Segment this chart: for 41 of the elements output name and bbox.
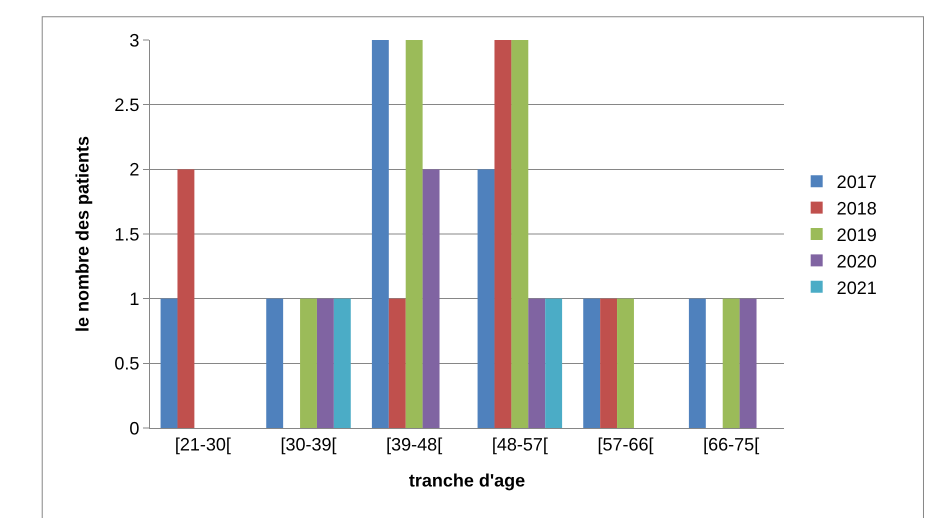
bar xyxy=(688,298,706,428)
bar xyxy=(740,298,757,428)
bar xyxy=(372,40,389,428)
x-tick-label: [48-57[ xyxy=(492,434,548,455)
x-tick-label: [39-48[ xyxy=(386,434,442,455)
x-tick-label: [66-75[ xyxy=(703,434,760,455)
y-tick-label: 0 xyxy=(129,418,140,438)
legend-label: 2018 xyxy=(836,198,877,219)
bar xyxy=(388,298,406,428)
legend-label: 2021 xyxy=(836,278,877,298)
bar xyxy=(300,298,317,428)
y-tick-label: 1.5 xyxy=(114,224,140,244)
y-tick-label: 3 xyxy=(129,30,140,50)
bar xyxy=(406,40,423,428)
bar xyxy=(600,298,618,428)
x-tick-label: [21-30[ xyxy=(174,434,231,455)
bar xyxy=(511,40,528,428)
bar xyxy=(545,298,562,428)
y-axis-title: le nombre des patients xyxy=(72,136,93,332)
bar xyxy=(528,298,546,428)
x-axis-title: tranche d'age xyxy=(408,470,526,491)
bar xyxy=(478,169,494,428)
x-tick-label: [57-66[ xyxy=(597,434,654,455)
bar xyxy=(583,298,600,428)
bar xyxy=(160,298,178,428)
y-tick-label: 2 xyxy=(129,160,140,180)
bar xyxy=(422,169,440,428)
bar xyxy=(266,298,284,428)
bar xyxy=(334,298,351,428)
y-tick-label: 1 xyxy=(129,288,140,309)
bar xyxy=(177,169,194,428)
legend-label: 2017 xyxy=(836,172,877,192)
y-tick-label: 2.5 xyxy=(114,94,140,115)
bar xyxy=(316,298,334,428)
bar xyxy=(722,298,740,428)
bar xyxy=(617,298,634,428)
legend-label: 2019 xyxy=(836,225,877,246)
x-tick-label: [30-39[ xyxy=(280,434,337,455)
y-tick-label: 0.5 xyxy=(114,354,140,374)
legend-label: 2020 xyxy=(836,251,877,272)
bar xyxy=(494,40,512,428)
